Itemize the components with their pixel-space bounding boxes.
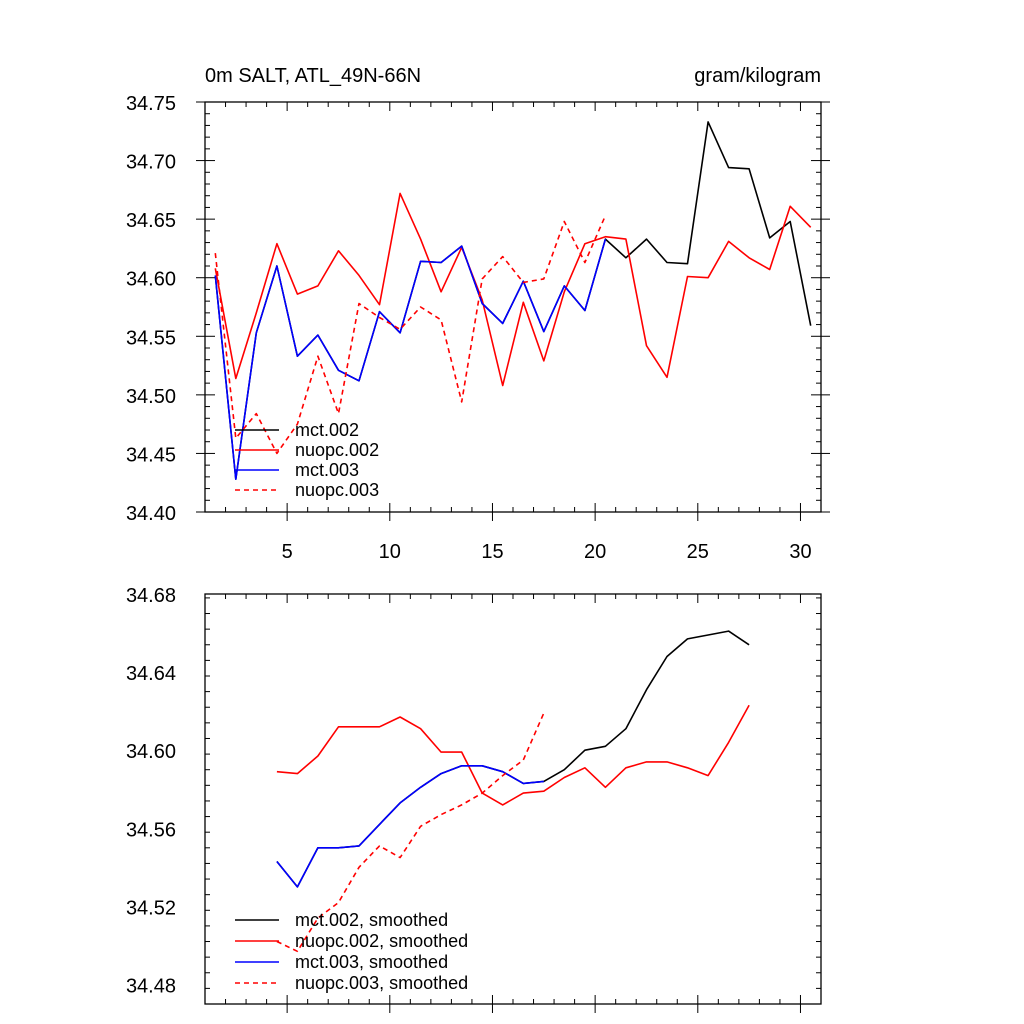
top-panel: 34.40 34.45 34.50 34.55 34.60 34.65 34.70 34.75… xyxy=(126,65,830,563)
y-tick-label: 34.65 xyxy=(126,210,176,232)
bottom-series-lines xyxy=(276,630,750,953)
y-tick-label: 34.75 xyxy=(126,93,176,115)
legend-label: nuopc.002 xyxy=(295,440,379,460)
top-y-tick-labels: 34.40 34.45 34.50 34.55 34.60 34.65 34.70 34.75 xyxy=(126,93,176,525)
y-tick-label: 34.40 xyxy=(126,503,176,525)
y-tick-label: 34.60 xyxy=(126,269,176,291)
legend-label: nuopc.002, smoothed xyxy=(295,931,468,951)
bottom-y-tick-labels: 34.48 34.52 34.56 34.60 34.64 34.68 xyxy=(126,585,176,997)
y-tick-label: 34.52 xyxy=(126,897,176,919)
x-tick-label: 30 xyxy=(789,541,811,563)
series-line-nuopc-002 xyxy=(214,192,812,387)
series-line-mct-003-smoothed xyxy=(276,764,544,888)
series-line-nuopc-003-smoothed xyxy=(276,712,545,953)
y-tick-label: 34.64 xyxy=(126,663,176,685)
y-tick-label: 34.55 xyxy=(126,327,176,349)
units-label: gram/kilogram xyxy=(694,65,821,87)
series-line-nuopc-002-smoothed xyxy=(276,704,750,806)
legend-label: nuopc.003 xyxy=(295,480,379,500)
y-tick-label: 34.48 xyxy=(126,975,176,997)
y-tick-label: 34.70 xyxy=(126,152,176,174)
y-tick-label: 34.60 xyxy=(126,741,176,763)
y-tick-label: 34.56 xyxy=(126,819,176,841)
legend-label: mct.003, smoothed xyxy=(295,952,448,972)
top-tick-marks xyxy=(196,101,830,521)
bottom-tick-marks xyxy=(204,594,822,1013)
x-tick-label: 15 xyxy=(481,541,503,563)
legend-label: nuopc.003, smoothed xyxy=(295,973,468,993)
x-tick-label: 20 xyxy=(584,541,606,563)
legend-label: mct.002, smoothed xyxy=(295,910,448,930)
y-tick-label: 34.45 xyxy=(126,444,176,466)
chart-title: 0m SALT, ATL_49N-66N xyxy=(205,65,421,87)
bottom-plot-frame xyxy=(204,593,822,1005)
legend-label: mct.002 xyxy=(295,420,359,440)
series-line-nuopc-003 xyxy=(214,215,607,455)
x-tick-label: 10 xyxy=(379,541,401,563)
top-series-lines xyxy=(214,121,812,481)
x-tick-label: 5 xyxy=(282,541,293,563)
top-x-tick-labels: 5 10 15 20 25 30 xyxy=(282,541,812,563)
y-tick-label: 34.68 xyxy=(126,585,176,607)
top-plot-frame xyxy=(204,101,822,513)
legend-label: mct.003 xyxy=(295,460,359,480)
bottom-panel: 34.48 34.52 34.56 34.60 34.64 34.68 mct.002, … xyxy=(126,585,822,1013)
series-line-mct-003 xyxy=(214,238,607,481)
x-tick-label: 25 xyxy=(687,541,709,563)
y-tick-label: 34.50 xyxy=(126,386,176,408)
